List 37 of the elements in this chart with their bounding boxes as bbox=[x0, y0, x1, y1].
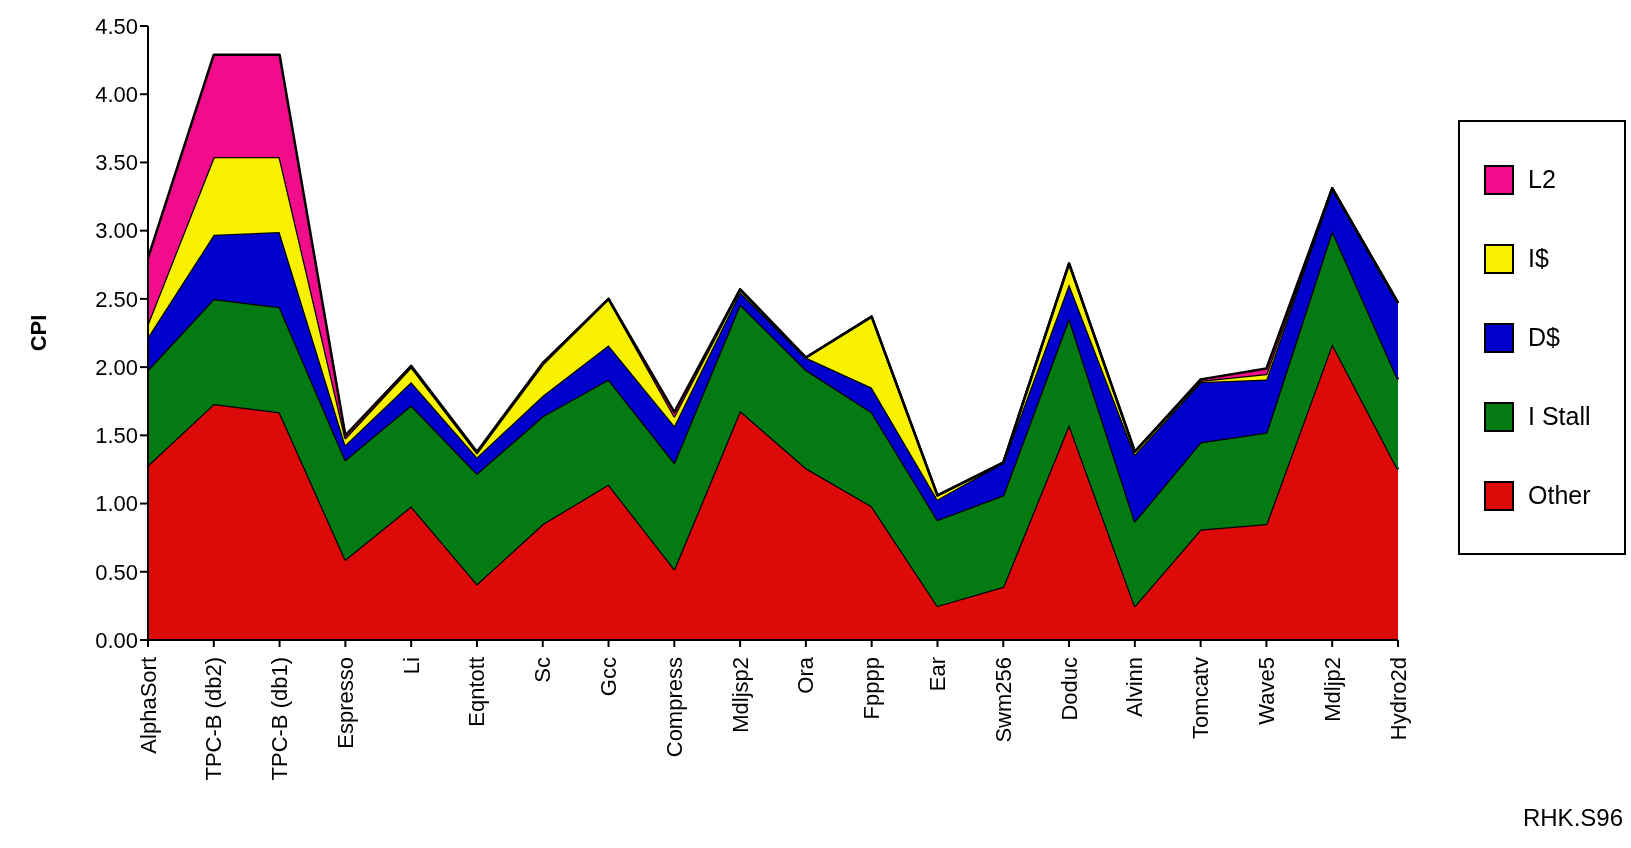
y-tick-label: 1.50 bbox=[95, 423, 138, 449]
x-tick-label: Hydro2d bbox=[1385, 657, 1411, 741]
legend-label: I Stall bbox=[1528, 402, 1591, 431]
y-tick-label: 1.00 bbox=[95, 491, 138, 517]
x-tick-label: TPC-B (db2) bbox=[201, 657, 227, 781]
y-tick-label: 0.50 bbox=[95, 559, 138, 585]
x-tick-label: Alvinn bbox=[1122, 657, 1148, 717]
x-tick-label: Doduc bbox=[1056, 657, 1082, 721]
x-tick-label: Fpppp bbox=[859, 657, 885, 720]
legend-label: Other bbox=[1528, 481, 1591, 510]
x-tick-label: Tomcatv bbox=[1188, 657, 1214, 739]
x-tick-label: Mdljsp2 bbox=[727, 657, 753, 733]
y-tick-label: 4.00 bbox=[95, 82, 138, 108]
y-tick-label: 0.00 bbox=[95, 627, 138, 653]
text: RHK.S96 bbox=[1522, 804, 1623, 832]
x-tick-label: Sc bbox=[530, 657, 556, 683]
x-tick-label: TPC-B (db1) bbox=[267, 657, 293, 781]
x-tick-label: Wave5 bbox=[1253, 657, 1279, 725]
y-tick-label: 4.50 bbox=[95, 13, 138, 39]
x-tick-label: AlphaSort bbox=[135, 657, 161, 754]
y-axis-title: CPI bbox=[25, 314, 51, 352]
x-tick-label: Espresso bbox=[332, 657, 358, 749]
y-tick-label: 2.50 bbox=[95, 286, 138, 312]
x-tick-label: Ora bbox=[793, 656, 819, 694]
x-tick-label: Swm256 bbox=[990, 657, 1016, 743]
x-tick-label: Li bbox=[398, 657, 424, 675]
x-tick-label: Compress bbox=[661, 657, 687, 758]
x-tick-label: Gcc bbox=[596, 657, 622, 697]
y-tick-label: 3.50 bbox=[95, 150, 138, 176]
legend-label: L2 bbox=[1528, 165, 1556, 194]
y-tick-label: 3.00 bbox=[95, 218, 138, 244]
y-tick-label: 2.00 bbox=[95, 354, 138, 380]
x-tick-label: Ear bbox=[924, 657, 950, 692]
legend-label: D$ bbox=[1528, 323, 1560, 352]
x-tick-label: Eqntott bbox=[464, 657, 490, 727]
x-tick-label: Mdljp2 bbox=[1319, 657, 1345, 722]
legend-label: I$ bbox=[1528, 244, 1549, 273]
